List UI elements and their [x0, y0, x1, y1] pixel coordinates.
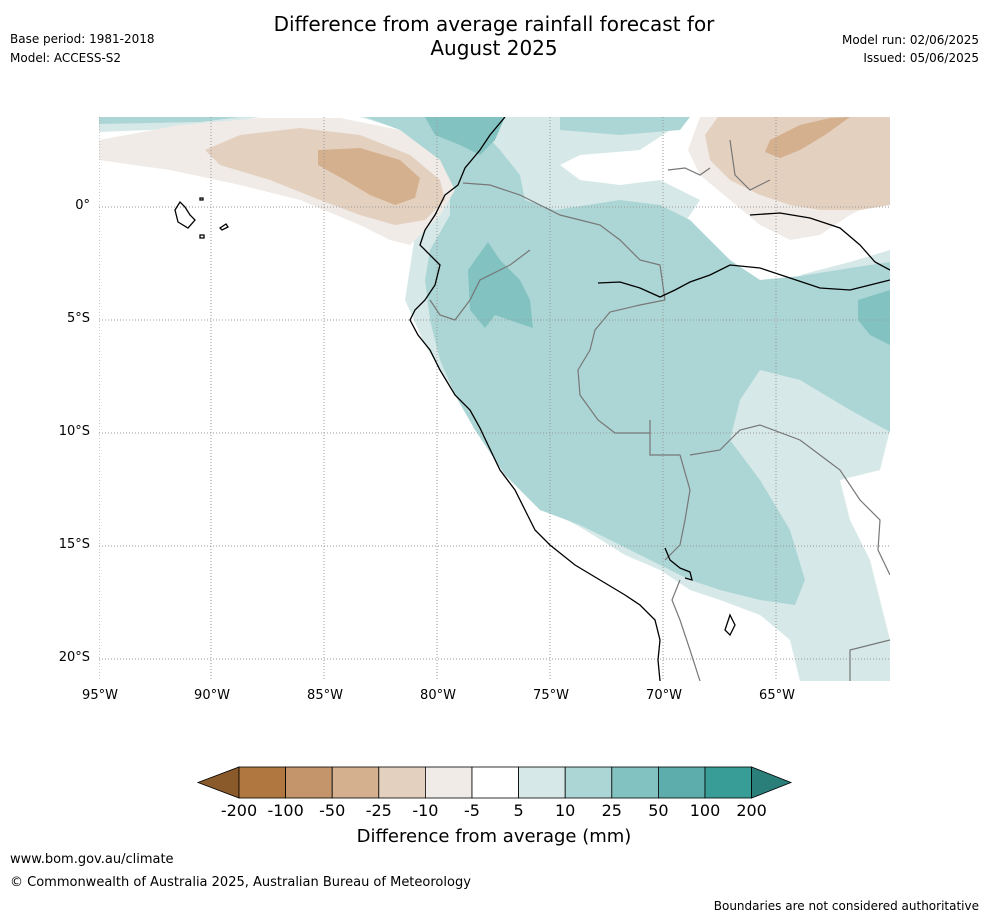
- contour-minus10-25-ne: [705, 117, 890, 210]
- contour-minus25-50-main: [318, 148, 420, 205]
- contour-25-50-east: [858, 290, 890, 345]
- title-line-1: Difference from average rainfall forecas…: [273, 12, 715, 36]
- contour-minus25-50-ne: [765, 117, 850, 158]
- lon-label-65w: 65°W: [759, 688, 795, 703]
- colorbar-tick-label: 25: [601, 801, 622, 820]
- colorbar-tick-label: -25: [365, 801, 392, 820]
- lon-label-70w: 70°W: [646, 688, 682, 703]
- colorbar-tick-label: -200: [220, 801, 258, 820]
- lon-label-80w: 80°W: [420, 688, 456, 703]
- contour-25-50-west: [468, 242, 533, 328]
- lon-label-75w: 75°W: [533, 688, 569, 703]
- colorbar-tick-label: -10: [412, 801, 439, 820]
- title-line-2: August 2025: [430, 36, 558, 60]
- lat-label-5s: 5°S: [66, 311, 90, 326]
- map-contours: [99, 117, 890, 681]
- colorbar-tick-label: -50: [319, 801, 346, 820]
- base-period-text: Base period: 1981-2018: [10, 32, 155, 46]
- contour-25-50-north: [425, 117, 505, 155]
- footer-copyright: © Commonwealth of Australia 2025, Austra…: [10, 875, 471, 890]
- footer-disclaimer: Boundaries are not considered authoritat…: [713, 899, 979, 913]
- colorbar-tick-label: -5: [464, 801, 480, 820]
- coastline: [174, 117, 890, 681]
- colorbar-tick-label: 5: [513, 801, 524, 820]
- colorbar-title: Difference from average (mm): [356, 826, 632, 847]
- lat-label-15s: 15°S: [58, 537, 90, 552]
- contour-10-25-upper: [560, 117, 690, 135]
- lat-label-10s: 10°S: [58, 424, 90, 439]
- colorbar-tick-label: 10: [555, 801, 576, 820]
- issued-text: Issued: 05/06/2025: [863, 51, 979, 65]
- lat-label-0: 0°: [75, 198, 90, 213]
- country-borders: [429, 139, 890, 681]
- colorbar-tick-label: 200: [736, 801, 767, 820]
- model-text: Model: ACCESS-S2: [10, 51, 122, 65]
- lon-label-90w: 90°W: [194, 688, 230, 703]
- colorbar-tick-label: -100: [267, 801, 304, 820]
- contour-10-25-main: [365, 117, 890, 605]
- lon-label-85w: 85°W: [307, 688, 343, 703]
- contour-10-25-top: [99, 117, 240, 124]
- colorbar-tick-label: 50: [648, 801, 669, 820]
- model-run-text: Model run: 02/06/2025: [841, 33, 979, 47]
- lon-label-95w: 95°W: [82, 688, 118, 703]
- colorbar-tick-label: 100: [689, 801, 721, 820]
- footer-url[interactable]: www.bom.gov.au/climate: [10, 852, 174, 867]
- lat-label-20s: 20°S: [58, 650, 90, 665]
- map-title: Difference from average rainfall forecas…: [0, 12, 988, 60]
